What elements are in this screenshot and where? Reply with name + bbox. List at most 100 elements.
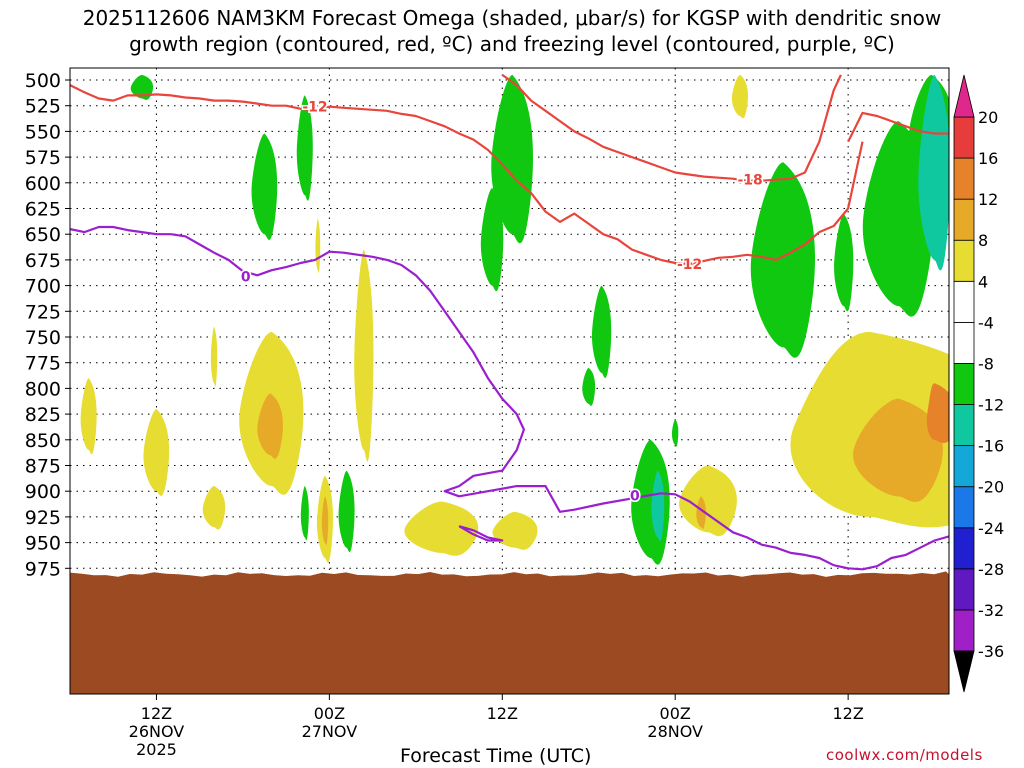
colorbar: 20 16 12 8 4 -4 -8 -12 -16 -20 -24 -28 -32 -36 [953,74,1004,693]
dendritic-contour [501,74,842,182]
colorbar-bin [953,239,975,282]
freezing-level-contour [458,525,504,542]
x-tick-label: 27NOV [302,722,358,741]
y-tick-label: 850 [25,430,61,452]
chart-title-line-2: growth region (contoured, red, ºC) and f… [129,32,895,56]
colorbar-bin [953,321,975,364]
omega-region [696,496,706,529]
contour-label: -18 [737,173,762,189]
y-tick-label: 525 [25,96,61,118]
contour-lines: -12 -12 -18 0 0 [70,74,949,571]
omega-region [491,74,533,244]
colorbar-label: 12 [978,190,998,209]
omega-region [321,496,329,546]
colorbar-bin [953,609,975,652]
colorbar-bin [953,157,975,200]
omega-region [404,501,479,556]
colorbar-bin [953,568,975,611]
y-tick-label: 800 [25,378,61,400]
colorbar-label: 16 [978,149,998,168]
y-tick-label: 725 [25,301,61,323]
colorbar-label: 20 [978,108,998,127]
x-tick-label: 12Z [832,704,863,723]
x-tick-label: 00Z [314,704,345,723]
colorbar-label: -8 [978,354,994,373]
omega-region [918,74,949,271]
colorbar-label: -28 [978,560,1004,579]
colorbar-under-arrow [953,650,975,693]
y-tick-label: 900 [25,481,61,503]
omega-region [591,285,612,378]
colorbar-label: -12 [978,396,1004,415]
omega-region [300,486,309,541]
colorbar-label: -20 [978,478,1004,497]
terrain-band [70,571,949,694]
y-tick-label: 875 [25,456,61,478]
omega-region [582,367,596,406]
contour-label: 0 [630,488,640,504]
y-axis: 500 525 550 575 600 625 650 675 700 725 750 775 800 8… [25,70,70,580]
omega-region [202,486,226,530]
omega-region [251,133,278,240]
y-tick-label: 700 [25,276,61,298]
colorbar-bin [953,363,975,405]
omega-region [354,249,374,462]
omega-region [492,511,538,550]
colorbar-bin [953,198,975,241]
y-tick-label: 775 [25,353,61,375]
y-tick-label: 650 [25,224,61,246]
x-tick-label: 00Z [660,704,691,723]
colorbar-over-arrow [953,74,975,118]
x-tick-label: 26NOV [129,722,185,741]
x-axis-title: Forecast Time (UTC) [400,745,592,767]
omega-region [651,470,665,542]
omega-region [671,419,679,447]
freezing-level-contour [70,225,949,571]
omega-region [480,187,504,292]
x-tick-label: 2025 [136,740,177,759]
y-tick-label: 625 [25,199,61,221]
colorbar-label: -36 [978,642,1004,661]
omega-region [750,162,815,358]
colorbar-label: -4 [978,313,994,332]
omega-region [130,74,154,100]
omega-region [80,378,97,455]
y-tick-label: 550 [25,121,61,143]
colorbar-label: -32 [978,601,1004,620]
omega-region [679,465,737,537]
omega-region [257,393,283,459]
x-tick-label: 12Z [141,704,172,723]
omega-region [926,383,949,443]
omega-region [862,121,934,317]
omega-region [853,398,943,502]
contour-label: -12 [302,100,327,116]
x-tick-label: 12Z [487,704,518,723]
dendritic-contour [847,111,949,143]
contour-label: 0 [241,269,251,285]
y-tick-label: 950 [25,533,61,555]
colorbar-bin [953,404,975,447]
omega-region [143,408,170,496]
credit-link[interactable]: coolwx.com/models [826,746,983,764]
colorbar-label: -16 [978,437,1004,456]
chart-title-line-1: 2025112606 NAM3KM Forecast Omega (shaded… [82,6,942,30]
y-tick-label: 975 [25,558,61,580]
omega-shading [80,74,949,565]
colorbar-label: -24 [978,519,1004,538]
omega-region [296,95,313,201]
omega-region [338,470,355,553]
y-tick-label: 600 [25,173,61,195]
colorbar-bin [953,527,975,570]
colorbar-label: 8 [978,231,988,250]
omega-region [731,74,748,119]
x-tick-label: 28NOV [647,722,703,741]
colorbar-bin [953,445,975,488]
colorbar-label: 4 [978,272,988,291]
y-tick-label: 675 [25,250,61,272]
y-tick-label: 575 [25,147,61,169]
y-tick-label: 825 [25,404,61,426]
plot-frame [69,67,950,695]
dendritic-contour [70,84,864,266]
omega-region [834,213,854,312]
